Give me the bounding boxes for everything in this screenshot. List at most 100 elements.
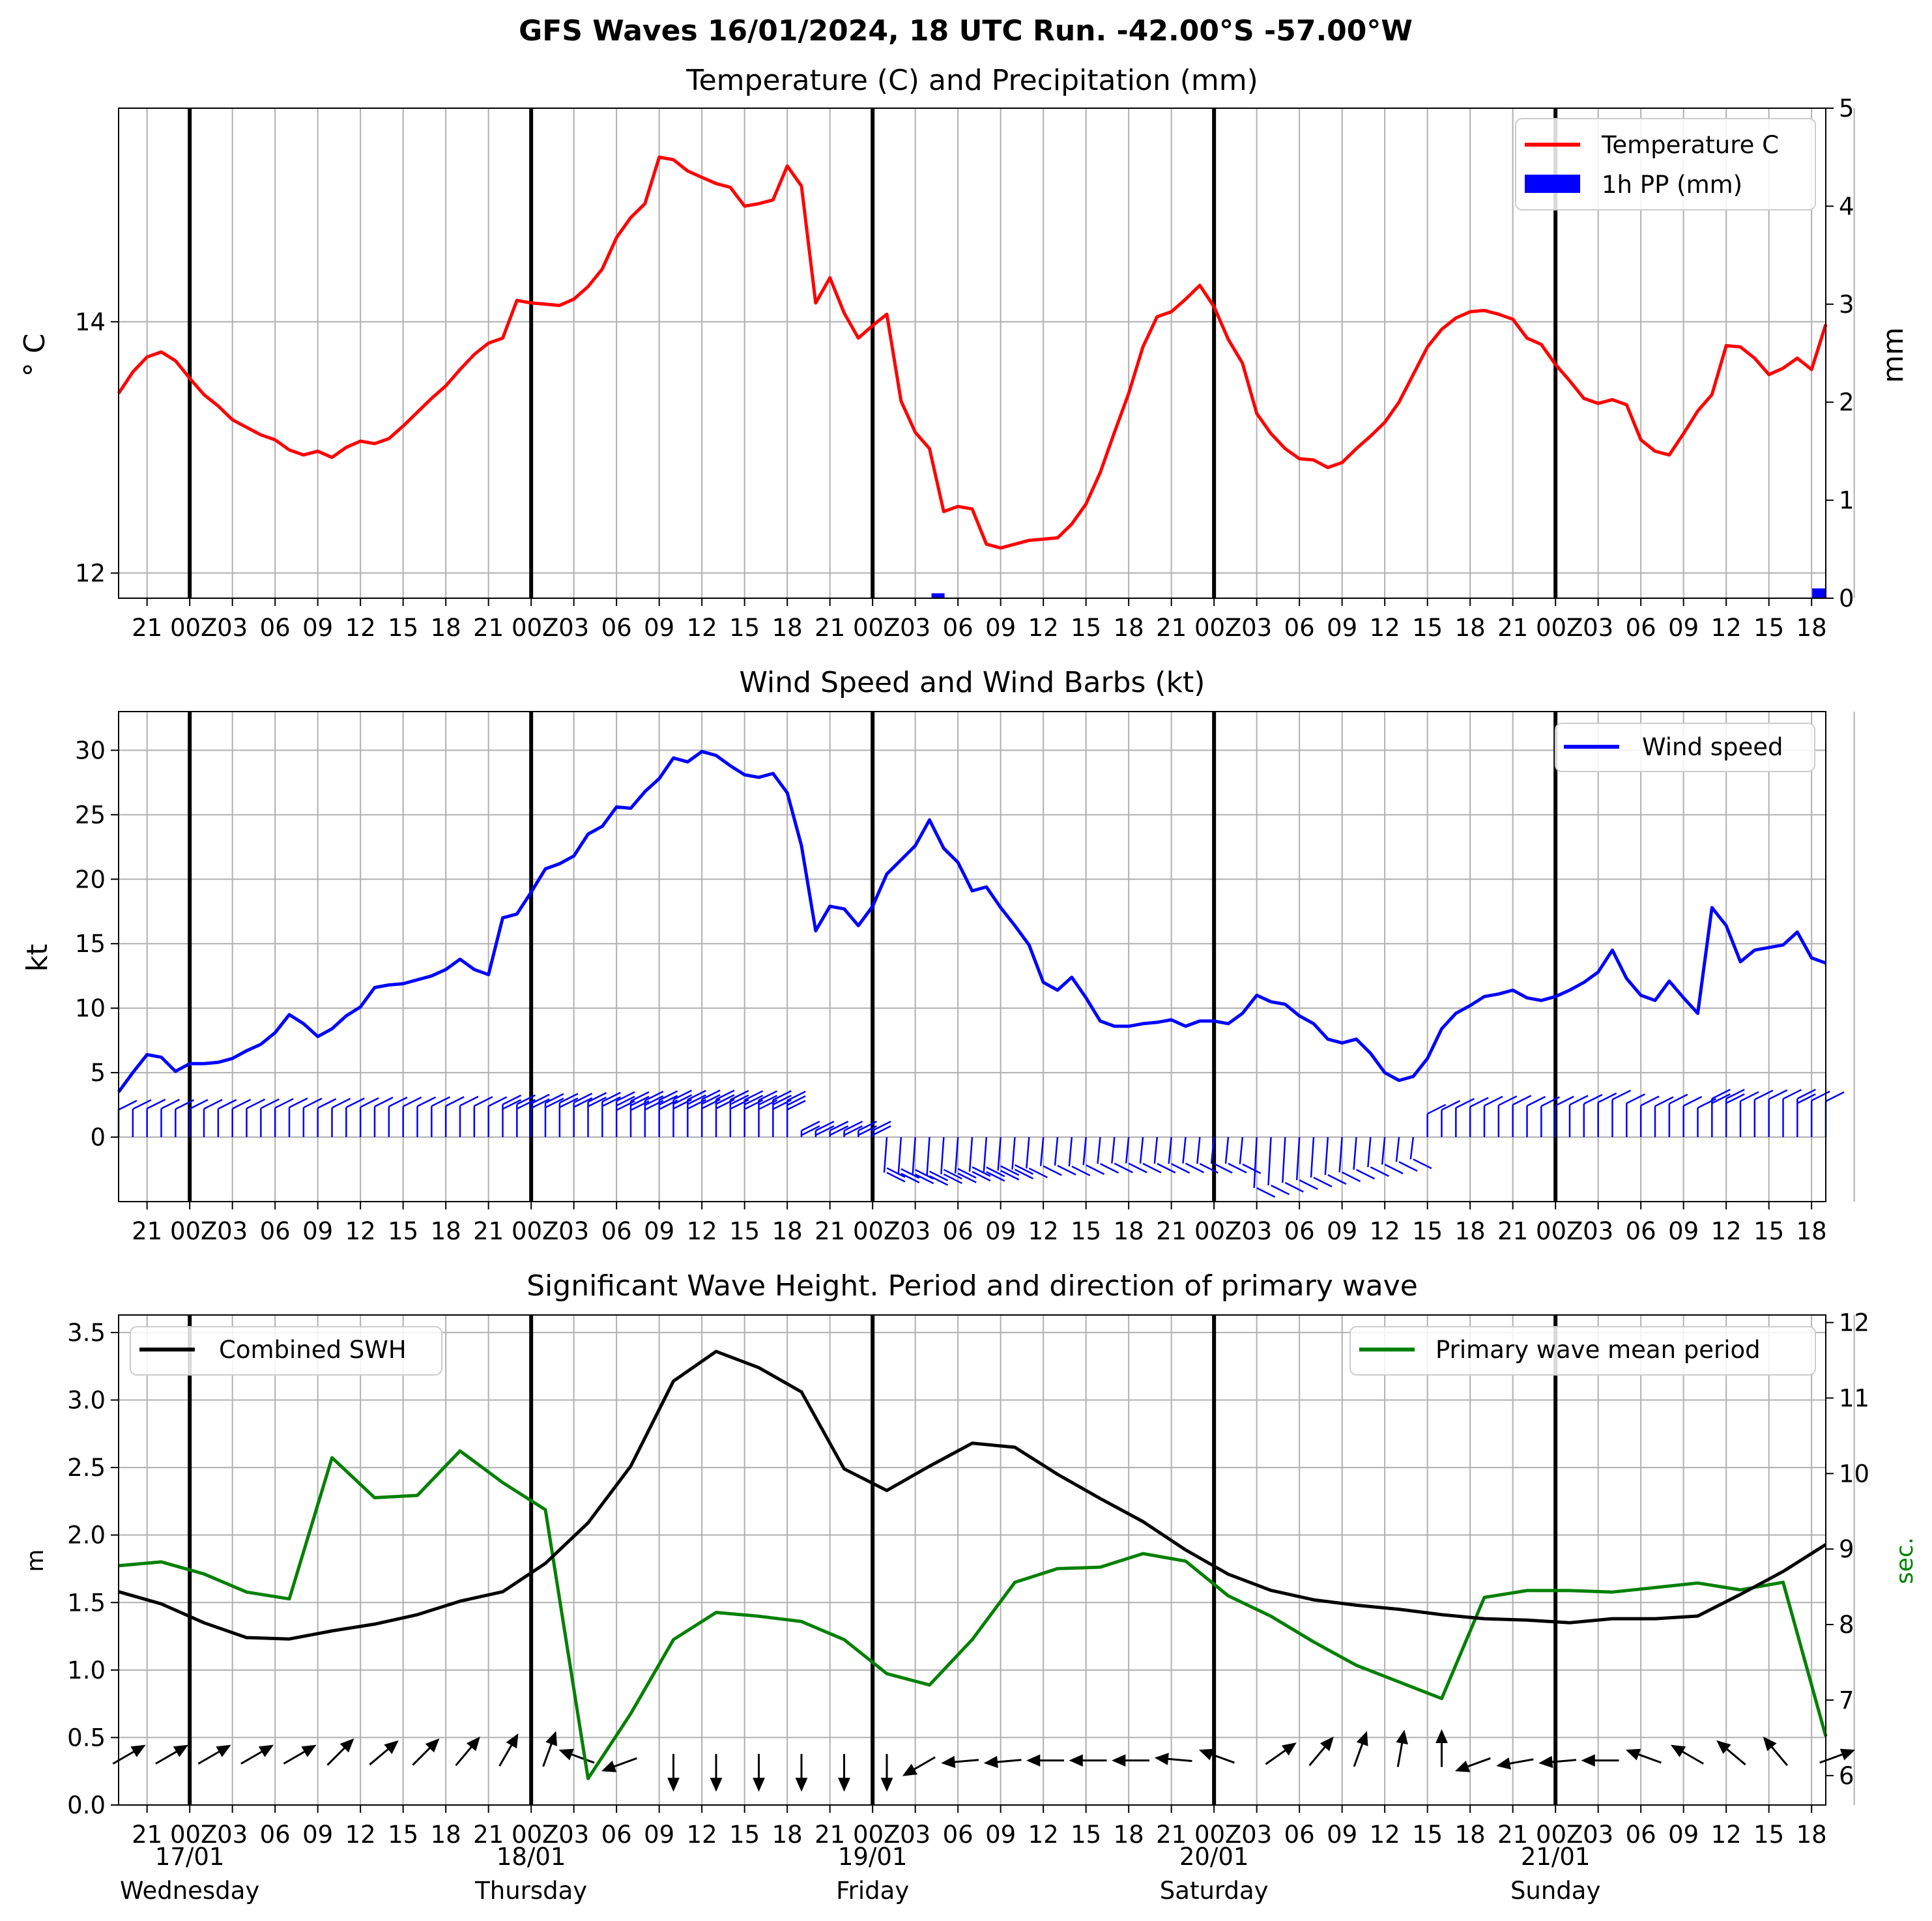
wind-barb-flag (829, 1120, 849, 1132)
x-tick-label: 09 (1327, 1217, 1357, 1245)
wind-speed-line (117, 749, 1826, 1093)
wave-direction-arrow-head (1069, 1754, 1083, 1767)
wind-barb-flag (416, 1096, 437, 1107)
wind-barb-flag (1043, 1165, 1062, 1176)
x-tick-label: 21 (473, 1217, 504, 1245)
wind-barb-flag (1683, 1095, 1703, 1107)
wind-barb-flag (1086, 1164, 1105, 1176)
swh-legend: Combined SWH (130, 1326, 442, 1376)
temperature-axis-label: ° C (18, 334, 51, 377)
x-tick-label: 06 (601, 1821, 632, 1849)
x-tick-label: 03 (217, 1217, 248, 1245)
wind-barb-flag (274, 1098, 294, 1109)
x-tick-label: 03 (558, 1821, 589, 1849)
wind-barb-flag (715, 1099, 735, 1110)
x-tick-label: 12 (1370, 1821, 1400, 1849)
x-tick-label: 00Z (170, 1217, 217, 1245)
wave-direction-arrows (112, 1729, 1856, 1792)
wind-barb-flag (1128, 1163, 1147, 1174)
wind-barb-flag (858, 1125, 877, 1136)
wave-direction-arrow-head (1356, 1731, 1368, 1746)
wind-barb-flag (1185, 1163, 1205, 1174)
wind-barb-flag (1313, 1176, 1333, 1188)
wind-barb-flag (744, 1095, 764, 1106)
x-tick-label: 18 (1455, 614, 1486, 642)
wind-barb-flag (701, 1093, 721, 1105)
wind-barb-flag (160, 1099, 180, 1110)
wind-barb-flag (1626, 1093, 1645, 1105)
legend-wind-label: Wind speed (1642, 733, 1783, 761)
wind-barb-flag (1725, 1088, 1745, 1100)
wind-barb-flag (1469, 1097, 1489, 1108)
y-right-tick-label: 7 (1839, 1686, 1854, 1714)
wind-barb-flag (1157, 1163, 1176, 1174)
x-tick-label: 00Z (512, 1821, 558, 1849)
wind-barb-flag (659, 1090, 678, 1101)
wind-barb-flag (943, 1168, 962, 1180)
wind-barb-flag (843, 1125, 863, 1136)
wave-direction-arrow-head (1198, 1748, 1215, 1761)
wind-barb-flag (744, 1099, 764, 1110)
wind-barbs (117, 1088, 1845, 1198)
wind-barb-flag (403, 1096, 422, 1108)
wave-direction-arrow-head (130, 1744, 146, 1757)
wind-barb-flag (559, 1097, 579, 1108)
x-tick-label: 18 (772, 1821, 803, 1849)
wind-barb-staff (1267, 1136, 1272, 1186)
wind-barb-flag (1583, 1093, 1603, 1105)
x-tick-label: 15 (1071, 614, 1101, 642)
y-tick-label: 3.0 (67, 1387, 106, 1415)
x-tick-label: 00Z (1194, 1821, 1241, 1849)
wind-barb-flag (1555, 1095, 1574, 1106)
wind-barb-staff (1409, 1136, 1415, 1160)
day-date-label: 19/01 (838, 1843, 908, 1871)
x-tick-label: 15 (1071, 1821, 1101, 1849)
wind-barb-flag (516, 1094, 536, 1105)
wind-barb-staff (1210, 1136, 1215, 1164)
wave-direction-arrow-head (1625, 1748, 1641, 1761)
wind-barb-staff (1324, 1136, 1329, 1176)
x-tick-label: 06 (1284, 1217, 1315, 1245)
x-tick-label: 03 (217, 1821, 248, 1849)
wind-barb-flag (1498, 1095, 1518, 1106)
wind-barb-flag (545, 1093, 564, 1104)
x-tick-label: 12 (687, 1821, 717, 1849)
precip-bars (931, 588, 1826, 598)
x-tick-label: 09 (302, 614, 333, 642)
wave-grid (119, 1315, 1855, 1806)
x-tick-label: 06 (601, 1217, 632, 1245)
wind-barb-flag (1796, 1088, 1816, 1100)
wind-barb-flag (431, 1096, 450, 1107)
wave-direction-arrow-head (838, 1778, 850, 1792)
wind-barb-staff (926, 1136, 930, 1176)
x-tick-label: 21 (132, 614, 162, 642)
wind-barb-staff (897, 1136, 902, 1174)
wind-barb-flag (715, 1090, 735, 1101)
legend-box (1349, 1326, 1816, 1376)
wind-barb-flag (730, 1099, 749, 1110)
wind-barb-flag (730, 1094, 749, 1105)
wind-barb-staff (1196, 1136, 1201, 1164)
wind-barb-flag (786, 1090, 806, 1102)
y-right-tick-label: 11 (1839, 1384, 1869, 1412)
wind-barb-flag (1099, 1163, 1119, 1174)
figure-title: GFS Waves 16/01/2024, 18 UTC Run. -42.00… (519, 14, 1413, 48)
day-name-label: Wednesday (120, 1877, 259, 1905)
wind-barb-flag (360, 1097, 379, 1108)
x-tick-label: 09 (644, 614, 674, 642)
x-tick-label: 21 (815, 1217, 845, 1245)
y-tick-label: 30 (75, 736, 106, 764)
wave-direction-arrow-head (384, 1740, 399, 1754)
wind-barb-flag (1014, 1164, 1034, 1175)
period-axis-label: sec. (1892, 1537, 1918, 1584)
wind-barb-staff (1168, 1136, 1172, 1164)
wind-barb-flag (815, 1125, 835, 1136)
x-tick-label: 00Z (1536, 1821, 1583, 1849)
x-tick-label: 15 (388, 1217, 418, 1245)
x-tick-label: 06 (943, 614, 973, 642)
wind-barb-flag (331, 1097, 351, 1109)
wind-barb-flag (1171, 1163, 1190, 1174)
wind-barb-staff (1381, 1136, 1386, 1165)
wind-barb-flag (672, 1090, 693, 1101)
